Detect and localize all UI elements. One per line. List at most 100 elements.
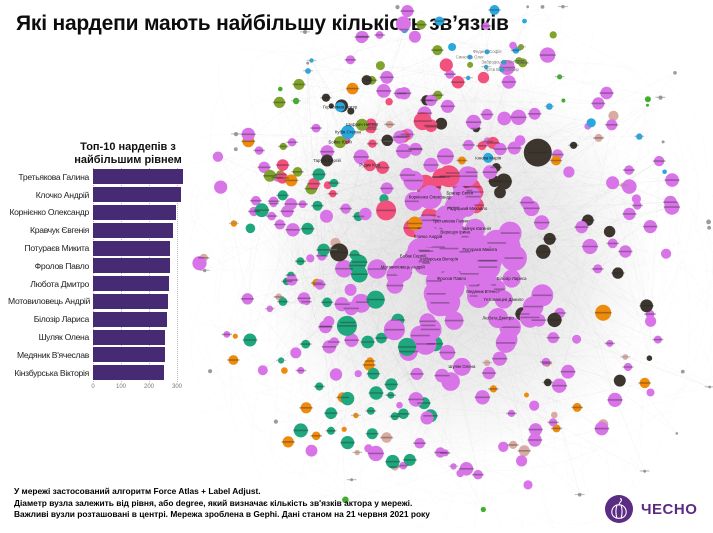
node-label: Медяник В'ячеслав bbox=[466, 289, 505, 294]
network-node bbox=[518, 445, 530, 457]
network-node bbox=[380, 182, 393, 195]
network-node bbox=[279, 142, 287, 150]
chesno-logo: ЧЕСНО bbox=[604, 494, 697, 524]
network-node bbox=[243, 333, 257, 347]
network-node bbox=[603, 225, 616, 238]
network-node bbox=[448, 43, 457, 51]
network-node bbox=[473, 469, 483, 480]
network-node bbox=[607, 392, 623, 407]
network-node bbox=[441, 99, 455, 113]
bar-row: Мотовиловець Андрій bbox=[8, 293, 195, 311]
network-node bbox=[706, 219, 711, 225]
network-node bbox=[274, 219, 285, 230]
bar-chart-heading-line2: найбільшим рівнем bbox=[74, 154, 182, 166]
network-node bbox=[600, 86, 613, 100]
network-node bbox=[653, 155, 665, 167]
bar-track bbox=[93, 347, 195, 363]
network-node bbox=[467, 61, 474, 68]
node-label: Корнієнко Олександр bbox=[409, 195, 452, 200]
network-node bbox=[444, 311, 464, 330]
network-node bbox=[662, 169, 667, 175]
network-node bbox=[439, 344, 456, 361]
network-node bbox=[341, 426, 347, 432]
network-node bbox=[208, 369, 213, 374]
network-node bbox=[561, 98, 566, 103]
network-node bbox=[497, 111, 512, 126]
network-node bbox=[466, 114, 481, 130]
network-node bbox=[594, 133, 603, 142]
bar-chart-heading: Топ-10 нардепів з найбільшим рівнем bbox=[62, 141, 194, 167]
network-node bbox=[612, 267, 624, 279]
network-node bbox=[398, 408, 409, 420]
bar bbox=[93, 240, 172, 256]
network-node bbox=[281, 205, 294, 218]
network-node bbox=[467, 54, 473, 60]
bar-category-label: Третьякова Галина bbox=[18, 171, 89, 182]
network-node bbox=[321, 93, 331, 102]
network-node bbox=[640, 299, 653, 313]
node-label: Рудик Кіра bbox=[359, 163, 381, 168]
bar-row: Любота Дмитро bbox=[8, 275, 195, 293]
network-node bbox=[425, 94, 437, 107]
network-node bbox=[327, 426, 335, 435]
node-label: Бойко Юрій bbox=[328, 140, 352, 145]
network-node bbox=[645, 315, 657, 327]
network-node bbox=[403, 453, 416, 466]
network-node bbox=[297, 366, 305, 375]
network-node bbox=[498, 441, 509, 452]
network-node bbox=[319, 320, 332, 334]
network-node bbox=[619, 245, 632, 258]
network-node bbox=[529, 423, 543, 437]
network-node bbox=[416, 20, 426, 30]
network-node bbox=[646, 355, 653, 362]
labeled-nodes: Третьякова Галина Клочко Андрій Корнієнко … bbox=[313, 49, 527, 376]
bar-row: Корнієнко Олександр bbox=[8, 204, 195, 222]
bar-category-label: Потураєв Микита bbox=[24, 243, 89, 254]
network-node bbox=[428, 250, 447, 269]
node-label: Синютка Олег bbox=[456, 54, 485, 59]
network-node bbox=[301, 222, 314, 235]
network-node bbox=[367, 367, 380, 380]
network-node bbox=[420, 411, 434, 425]
bar bbox=[93, 293, 169, 309]
network-node bbox=[582, 238, 598, 255]
network-node bbox=[385, 378, 398, 391]
bar-track bbox=[93, 204, 195, 220]
network-node bbox=[451, 75, 465, 89]
network-node bbox=[232, 333, 238, 339]
network-node bbox=[385, 454, 400, 469]
network-node bbox=[414, 437, 425, 449]
network-node bbox=[435, 117, 448, 130]
bar-track bbox=[93, 240, 195, 256]
network-node bbox=[543, 232, 556, 245]
network-node bbox=[328, 103, 334, 109]
network-node bbox=[306, 254, 315, 263]
network-node bbox=[483, 165, 497, 180]
network-node bbox=[241, 293, 254, 305]
bar-category-label: Любота Дмитро bbox=[30, 278, 89, 289]
network-node bbox=[606, 176, 620, 190]
network-node bbox=[325, 407, 337, 420]
network-node bbox=[233, 147, 238, 152]
network-node bbox=[251, 195, 261, 206]
network-node bbox=[570, 141, 578, 149]
network-node bbox=[396, 401, 403, 409]
network-node bbox=[526, 5, 530, 9]
network-node bbox=[281, 367, 288, 374]
network-node bbox=[529, 400, 540, 411]
network-node bbox=[469, 239, 490, 260]
network-node bbox=[536, 244, 551, 259]
network-node bbox=[488, 308, 509, 328]
network-node bbox=[351, 293, 371, 313]
network-node bbox=[404, 248, 421, 265]
network-node bbox=[407, 216, 422, 231]
network-node bbox=[524, 392, 529, 398]
network-node bbox=[606, 339, 614, 347]
network-node bbox=[507, 409, 516, 417]
network-node bbox=[631, 194, 641, 204]
network-node bbox=[595, 304, 612, 321]
network-node bbox=[613, 374, 626, 387]
network-node bbox=[361, 335, 375, 349]
network-node bbox=[594, 421, 609, 436]
network-node bbox=[354, 370, 362, 378]
